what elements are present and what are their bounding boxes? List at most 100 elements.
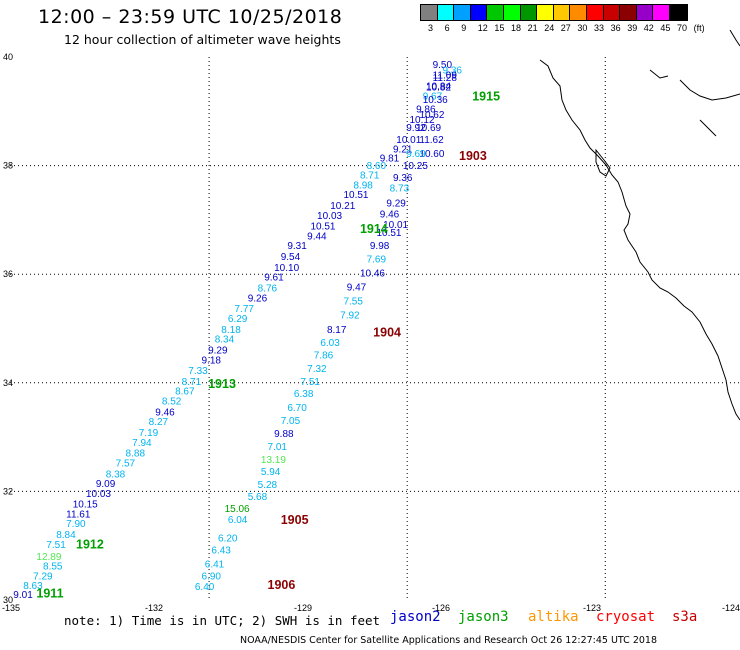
x-tick-label: -135 xyxy=(2,603,20,613)
wave-height-label: 6.43 xyxy=(211,545,231,556)
color-scale: 3 6 9 12 15 18 21 24 27 30 33 36 39 42 45 70 (ft) xyxy=(420,4,705,33)
wave-height-label: 5.94 xyxy=(261,467,281,478)
pass-time-label: 1914 xyxy=(360,222,388,236)
wave-height-label: 8.73 xyxy=(390,184,410,195)
wave-height-label: 7.86 xyxy=(314,350,334,361)
legend-jason3: jason3 xyxy=(458,609,509,625)
wave-height-label: 9.21 xyxy=(393,145,413,156)
wave-height-label: 8.84 xyxy=(56,530,76,541)
wave-height-label: 9.26 xyxy=(248,293,268,304)
color-scale-labels: 3 6 9 12 15 18 21 24 27 30 33 36 39 42 45 70 (ft) xyxy=(420,21,705,33)
wave-height-points: 9.509.3611.0911.2810.8410.829.6710.369.8… xyxy=(13,60,463,601)
note-text: note: 1) Time is in UTC; 2) SWH is in fe… xyxy=(64,613,381,628)
wave-height-label: 10.62 xyxy=(419,110,444,121)
color-scale-label: 70 xyxy=(677,23,688,33)
wave-height-label: 6.03 xyxy=(320,338,340,349)
pass-time-label: 1911 xyxy=(36,586,63,600)
wave-height-label: 9.92 xyxy=(406,123,426,134)
color-swatch xyxy=(620,5,637,20)
wave-height-label: 8.38 xyxy=(106,469,126,480)
wave-height-label: 7.55 xyxy=(343,297,363,308)
page-title: 12:00 – 23:59 UTC 10/25/2018 xyxy=(38,6,343,28)
color-scale-swatches xyxy=(420,4,688,21)
wave-height-label: 6.04 xyxy=(228,515,248,526)
wave-height-label: 7.57 xyxy=(116,458,136,469)
x-tick-label: -126 xyxy=(432,603,450,613)
wave-height-label: 7.05 xyxy=(281,416,301,427)
y-tick-label: 40 xyxy=(3,52,13,62)
wave-height-label: 10.51 xyxy=(310,222,335,233)
wave-height-label: 10.60 xyxy=(419,149,444,160)
y-tick-label: 38 xyxy=(3,161,13,171)
wave-height-label: 7.77 xyxy=(235,304,255,315)
color-scale-label: 3 xyxy=(428,23,434,33)
axis-tick-labels: 40 38 36 34 32 30-135 -132 -129 -126 -123 -124 xyxy=(2,52,740,613)
wave-height-label: 8.98 xyxy=(353,180,373,191)
pass-time-label: 1903 xyxy=(459,149,487,163)
color-scale-label: (ft) xyxy=(693,23,705,33)
y-tick-label: 36 xyxy=(3,269,13,279)
wave-height-label: 8.88 xyxy=(126,449,146,460)
color-scale-label: 33 xyxy=(594,23,605,33)
wave-height-label: 7.51 xyxy=(46,540,66,551)
color-scale-label: 27 xyxy=(560,23,571,33)
wave-height-label: 8.18 xyxy=(221,325,241,336)
color-scale-label: 39 xyxy=(627,23,638,33)
color-scale-label: 9 xyxy=(461,23,467,33)
wave-height-label: 9.44 xyxy=(307,231,327,242)
wave-height-label: 10.82 xyxy=(426,83,451,94)
wave-height-label: 7.90 xyxy=(66,519,86,530)
color-swatch xyxy=(437,5,455,20)
wave-height-label: 9.46 xyxy=(380,210,400,221)
pass-time-labels: 1915190319141904191319051912190619111341… xyxy=(36,89,500,600)
x-tick-label: -132 xyxy=(145,603,163,613)
wave-height-label: 10.03 xyxy=(86,489,111,500)
color-swatch xyxy=(537,5,554,20)
wave-height-label: 6.90 xyxy=(201,571,221,582)
wave-height-label: 10.51 xyxy=(343,190,368,201)
legend-jason2: jason2 xyxy=(390,609,441,625)
x-tick-label: -129 xyxy=(294,603,312,613)
wave-height-label: 9.31 xyxy=(287,241,307,252)
coastline xyxy=(539,29,740,421)
wave-height-label: 9.18 xyxy=(201,355,221,366)
wave-height-label: 13.19 xyxy=(261,455,286,466)
wave-height-label: 7.19 xyxy=(139,428,159,439)
color-scale-label: 36 xyxy=(610,23,621,33)
wave-height-label: 9.36 xyxy=(443,65,463,76)
color-swatch xyxy=(570,5,587,20)
color-scale-label: 6 xyxy=(444,23,450,33)
wave-height-label: 8.27 xyxy=(149,417,169,428)
wave-height-label: 6.70 xyxy=(287,403,307,414)
color-swatch xyxy=(603,5,621,20)
legend-cryosat: cryosat xyxy=(596,609,656,625)
wave-height-label: 10.01 xyxy=(396,135,421,146)
wave-height-label: 8.34 xyxy=(215,335,235,346)
wave-height-label: 9.29 xyxy=(208,345,228,356)
wave-height-label: 10.15 xyxy=(73,500,98,511)
x-tick-label: -123 xyxy=(583,603,601,613)
wave-height-label: 9.88 xyxy=(274,429,294,440)
pass-time-label: 1913 xyxy=(208,377,236,391)
wave-height-label: 10.46 xyxy=(360,268,385,279)
color-swatch xyxy=(636,5,654,20)
wave-height-label: 8.71 xyxy=(360,171,380,182)
wave-height-label: 10.12 xyxy=(409,115,434,126)
wave-height-label: 10.69 xyxy=(416,123,441,134)
wave-height-label: 9.67 xyxy=(423,91,443,102)
page-subtitle: 12 hour collection of altimeter wave hei… xyxy=(64,32,341,47)
credit-line: NOAA/NESDIS Center for Satellite Applica… xyxy=(240,635,657,646)
color-scale-label: 30 xyxy=(577,23,588,33)
wave-height-label: 9.29 xyxy=(386,198,406,209)
wave-height-label: 11.62 xyxy=(419,135,444,146)
wave-height-label: 8.67 xyxy=(175,387,195,398)
wave-height-label: 9.47 xyxy=(347,282,367,293)
color-scale-label: 12 xyxy=(477,23,488,33)
color-swatch xyxy=(586,5,604,20)
wave-height-label: 7.33 xyxy=(188,366,208,377)
color-swatch xyxy=(653,5,670,20)
wave-height-label: 9.81 xyxy=(380,153,400,164)
color-scale-label: 45 xyxy=(660,23,671,33)
wave-height-label: 9.09 xyxy=(96,479,116,490)
wave-height-label: 5.28 xyxy=(258,480,278,491)
